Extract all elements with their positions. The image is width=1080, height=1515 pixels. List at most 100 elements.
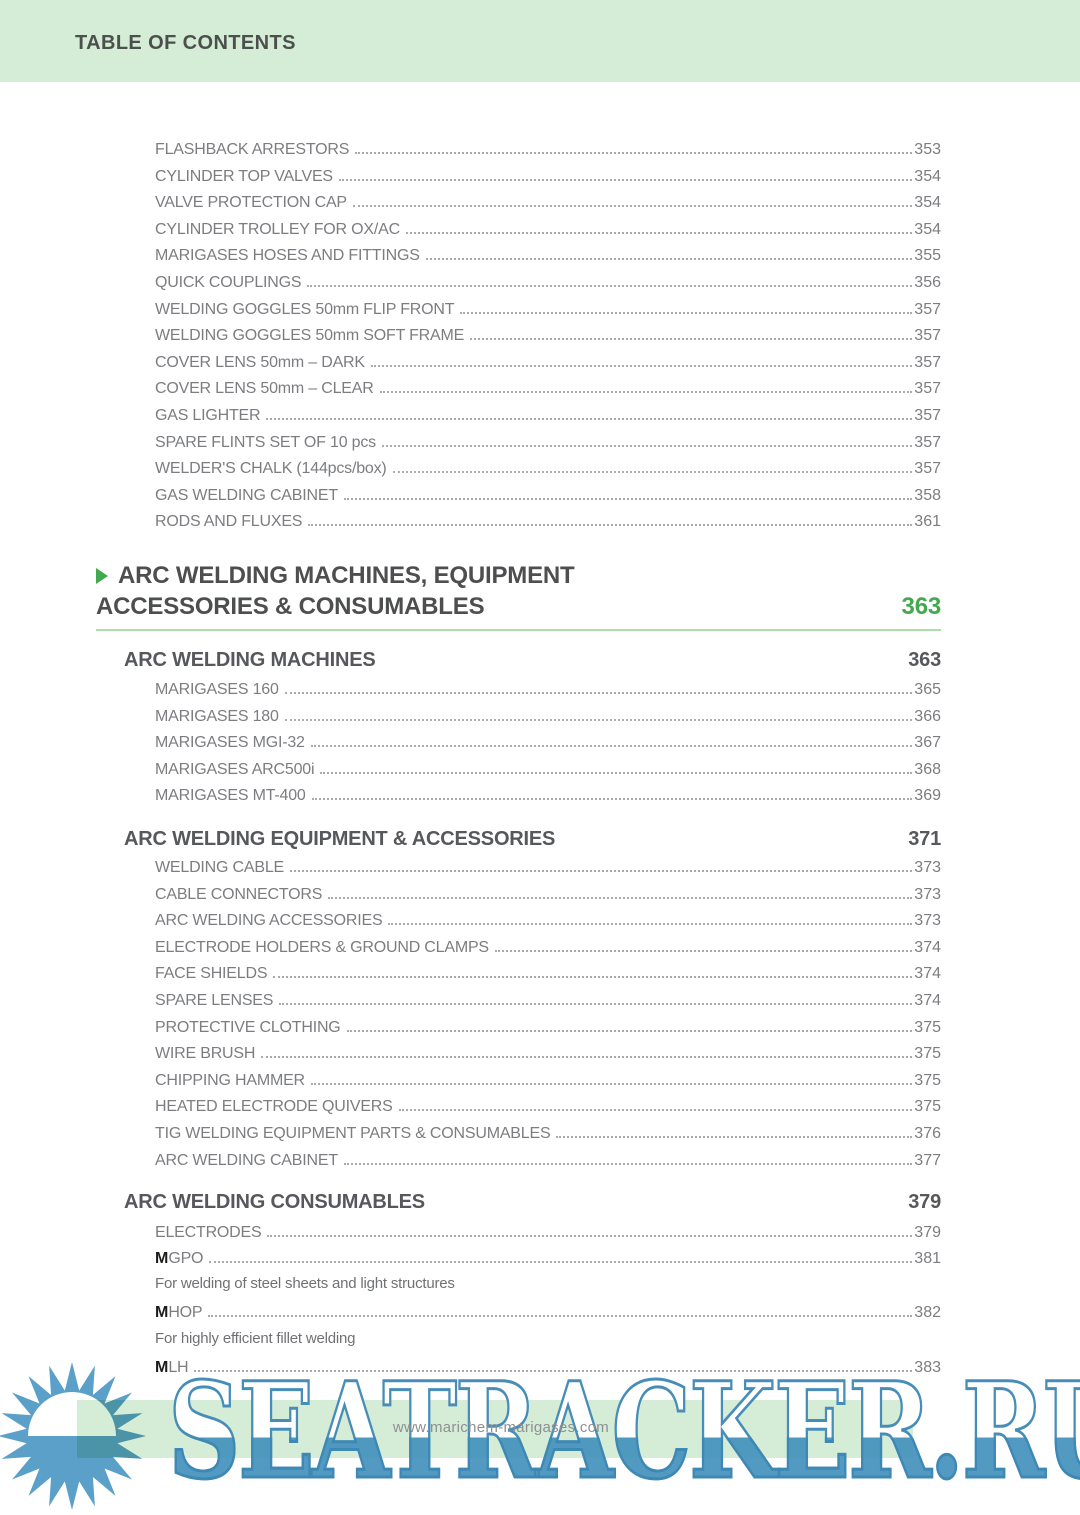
entry-page-number: 375 xyxy=(914,1098,941,1116)
dot-leader xyxy=(460,311,913,314)
watermark-band xyxy=(77,1400,913,1458)
dot-leader xyxy=(388,923,913,926)
toc-entry: WELDER'S CHALK (144pcs/box) 357 xyxy=(155,460,941,487)
entry-page-number: 358 xyxy=(914,486,941,504)
entry-page-number: 376 xyxy=(914,1124,941,1142)
section-title-line2: ACCESSORIES & CONSUMABLES xyxy=(96,593,485,620)
dot-leader xyxy=(308,524,913,527)
dot-leader xyxy=(381,444,913,447)
entry-label: ARC WELDING CABINET xyxy=(155,1151,338,1169)
site-url: www.marichem-marigases.com xyxy=(392,1419,610,1436)
entry-page-number: 357 xyxy=(914,406,941,424)
subsection-title: ARC WELDING EQUIPMENT & ACCESSORIES xyxy=(124,828,556,850)
entry-label: MARIGASES HOSES AND FITTINGS xyxy=(155,247,420,265)
entry-page-number: 357 xyxy=(914,433,941,451)
dot-leader xyxy=(311,798,913,801)
toc-entry: ARC WELDING CABINET 377 xyxy=(155,1152,941,1179)
entry-page-number: 381 xyxy=(914,1249,941,1267)
toc-entry: WIRE BRUSH 375 xyxy=(155,1045,941,1072)
machines-entry-list: MARIGASES 160 365 MARIGASES 180 366 MARI… xyxy=(155,681,941,814)
entry-label: MARIGASES ARC500i xyxy=(155,760,315,778)
dot-leader xyxy=(310,745,913,748)
toc-entry: WELDING CABLE 373 xyxy=(155,859,941,886)
entry-page-number: 374 xyxy=(914,965,941,983)
entry-label: SPARE FLINTS SET OF 10 pcs xyxy=(155,433,376,451)
subsection-title: ARC WELDING MACHINES xyxy=(124,649,376,671)
entry-page-number: 357 xyxy=(914,327,941,345)
dot-leader xyxy=(398,1109,913,1112)
toc-entry: SPARE FLINTS SET OF 10 pcs 357 xyxy=(155,434,941,461)
toc-entry: COVER LENS 50mm – CLEAR 357 xyxy=(155,380,941,407)
dot-leader xyxy=(267,1235,913,1237)
toc-entry: M GPO 381 xyxy=(155,1250,941,1276)
dot-leader xyxy=(320,771,913,774)
section-underline xyxy=(96,629,941,631)
entry-page-number: 357 xyxy=(914,460,941,478)
subsection-page-number: 363 xyxy=(908,649,941,671)
entry-page-number: 374 xyxy=(914,991,941,1009)
entry-label: ELECTRODES xyxy=(155,1224,262,1241)
toc-entry: CHIPPING HAMMER 375 xyxy=(155,1072,941,1099)
dot-leader xyxy=(494,949,913,952)
toc-entry: GAS LIGHTER 357 xyxy=(155,407,941,434)
entry-label: VALVE PROTECTION CAP xyxy=(155,194,347,212)
entry-label: LH xyxy=(168,1359,188,1377)
entry-label: WELDING GOGGLES 50mm FLIP FRONT xyxy=(155,300,455,318)
subsection-heading-machines: ARC WELDING MACHINES 363 xyxy=(124,649,941,672)
entry-page-number: 368 xyxy=(914,760,941,778)
dot-leader xyxy=(273,976,913,979)
dot-leader xyxy=(307,284,913,287)
toc-entry: WELDING GOGGLES 50mm FLIP FRONT 357 xyxy=(155,301,941,328)
entry-page-number: 375 xyxy=(914,1018,941,1036)
entry-bold-prefix: M xyxy=(155,1358,169,1376)
page-title: TABLE OF CONTENTS xyxy=(75,32,296,54)
dot-leader xyxy=(279,1002,913,1005)
toc-entry: FLASHBACK ARRESTORS 353 xyxy=(155,141,941,168)
entry-label: CYLINDER TROLLEY FOR OX/AC xyxy=(155,220,400,238)
entry-page-number: 377 xyxy=(914,1151,941,1169)
toc-entry: M LH 383 xyxy=(155,1359,941,1385)
dot-leader xyxy=(328,896,913,899)
toc-entry: CABLE CONNECTORS 373 xyxy=(155,886,941,913)
section-page-number: 363 xyxy=(901,593,942,620)
section-heading: ARC WELDING MACHINES, EQUIPMENT ACCESSOR… xyxy=(96,559,941,631)
dot-leader xyxy=(392,471,913,474)
consumables-entry-list: ELECTRODES 379 M GPO 381 For welding of … xyxy=(155,1224,941,1384)
entry-page-number: 382 xyxy=(914,1304,941,1321)
toc-entry: M HOP 382 xyxy=(155,1304,941,1330)
entry-label: WELDING GOGGLES 50mm SOFT FRAME xyxy=(155,327,465,345)
entry-label: FACE SHIELDS xyxy=(155,965,268,983)
dot-leader xyxy=(370,364,913,367)
toc-entry: ELECTRODE HOLDERS & GROUND CLAMPS 374 xyxy=(155,939,941,966)
toc-entry: QUICK COUPLINGS 356 xyxy=(155,274,941,301)
entry-label: QUICK COUPLINGS xyxy=(155,273,302,291)
entry-page-number: 383 xyxy=(914,1359,941,1377)
dot-leader xyxy=(338,178,913,181)
entry-page-number: 365 xyxy=(914,681,941,698)
entry-page-number: 356 xyxy=(914,273,941,291)
toc-entry: TIG WELDING EQUIPMENT PARTS & CONSUMABLE… xyxy=(155,1125,941,1152)
entry-label: SPARE LENSES xyxy=(155,991,274,1009)
dot-leader xyxy=(343,497,913,500)
toc-entry: PROTECTIVE CLOTHING 375 xyxy=(155,1019,941,1046)
entry-page-number: 379 xyxy=(914,1224,941,1241)
toc-entry: GAS WELDING CABINET 358 xyxy=(155,487,941,514)
dot-leader xyxy=(284,692,913,694)
entry-page-number: 354 xyxy=(914,220,941,238)
entry-label: CABLE CONNECTORS xyxy=(155,885,323,903)
watermark-text: SEATRACKER.RU xyxy=(167,1364,1080,1499)
entry-label: MARIGASES 180 xyxy=(155,707,279,725)
section-heading-line1: ARC WELDING MACHINES, EQUIPMENT xyxy=(96,559,941,593)
dot-leader xyxy=(208,1315,913,1317)
entry-page-number: 373 xyxy=(914,912,941,930)
dot-leader xyxy=(405,231,913,234)
entry-page-number: 369 xyxy=(914,787,941,805)
entry-page-number: 354 xyxy=(914,194,941,212)
entry-label: WELDING CABLE xyxy=(155,859,284,876)
entry-page-number: 357 xyxy=(914,380,941,398)
section-arrow-icon xyxy=(96,568,108,584)
toc-entry: SPARE LENSES 374 xyxy=(155,992,941,1019)
toc-entry: MARIGASES 160 365 xyxy=(155,681,941,708)
toc-entry-group: M LH 383 xyxy=(155,1359,941,1385)
entry-label: MARIGASES 160 xyxy=(155,681,279,698)
